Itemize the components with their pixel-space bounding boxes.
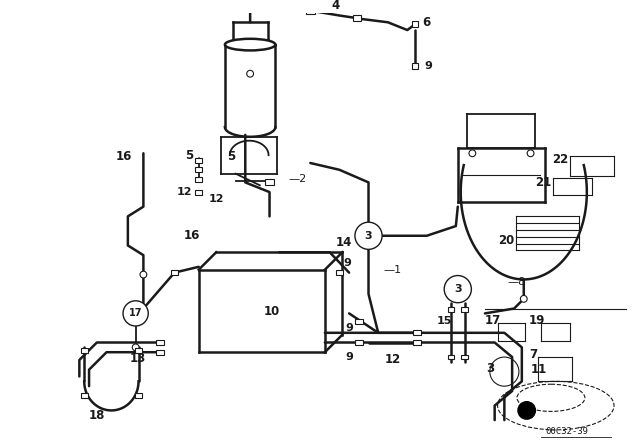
Circle shape: [518, 402, 536, 419]
Text: 12: 12: [209, 194, 224, 204]
Circle shape: [469, 150, 476, 157]
Bar: [447, 355, 454, 359]
Bar: [171, 270, 179, 275]
Bar: [412, 22, 419, 27]
Circle shape: [527, 150, 534, 157]
Text: 5: 5: [227, 150, 235, 163]
Text: 3: 3: [486, 362, 494, 375]
Text: 9: 9: [345, 323, 353, 333]
Bar: [335, 270, 343, 275]
Text: 16: 16: [116, 150, 132, 163]
Bar: [461, 355, 468, 359]
Bar: [195, 158, 202, 163]
Bar: [355, 340, 363, 345]
Text: 4: 4: [332, 0, 340, 12]
Bar: [195, 177, 202, 182]
Text: —8: —8: [508, 277, 525, 287]
Text: 3: 3: [454, 284, 461, 294]
Circle shape: [355, 222, 382, 250]
Text: 19: 19: [528, 314, 545, 327]
Bar: [461, 307, 468, 312]
Text: 12: 12: [177, 187, 192, 197]
Text: 22: 22: [552, 153, 569, 166]
Bar: [413, 330, 421, 335]
Text: 11: 11: [530, 363, 547, 376]
Circle shape: [444, 276, 472, 303]
Bar: [195, 168, 202, 172]
Text: 9: 9: [343, 258, 351, 268]
Text: 10: 10: [263, 305, 280, 318]
Circle shape: [123, 301, 148, 326]
Text: 7: 7: [529, 348, 538, 361]
Text: 6: 6: [422, 16, 431, 29]
Bar: [81, 393, 88, 398]
Text: 9: 9: [345, 352, 353, 362]
Text: 14: 14: [336, 236, 353, 249]
Text: 5: 5: [185, 149, 193, 162]
Bar: [135, 348, 142, 353]
Text: 00C32-39: 00C32-39: [545, 427, 588, 436]
Bar: [156, 340, 164, 345]
Text: 17: 17: [129, 308, 142, 319]
Bar: [355, 319, 363, 323]
Bar: [353, 16, 361, 22]
Ellipse shape: [225, 39, 275, 51]
Bar: [306, 8, 315, 13]
Text: 9: 9: [425, 61, 433, 71]
Text: —1: —1: [383, 265, 401, 275]
Text: 16: 16: [184, 229, 200, 242]
Circle shape: [247, 70, 253, 77]
Text: —2: —2: [288, 174, 306, 185]
Bar: [81, 348, 88, 353]
Circle shape: [520, 295, 527, 302]
Circle shape: [140, 271, 147, 278]
Circle shape: [132, 344, 139, 351]
Text: 15: 15: [436, 316, 452, 326]
Bar: [412, 63, 419, 69]
Text: 12: 12: [385, 353, 401, 366]
Bar: [156, 350, 164, 355]
Bar: [195, 190, 202, 194]
Text: 17: 17: [484, 314, 501, 327]
Bar: [447, 307, 454, 312]
Text: 3: 3: [365, 231, 372, 241]
Text: 18: 18: [88, 409, 105, 422]
Text: 13: 13: [129, 352, 146, 365]
Text: 20: 20: [498, 234, 515, 247]
Text: 21: 21: [535, 176, 551, 189]
Bar: [135, 393, 142, 398]
Bar: [413, 340, 421, 345]
Bar: [265, 180, 274, 185]
